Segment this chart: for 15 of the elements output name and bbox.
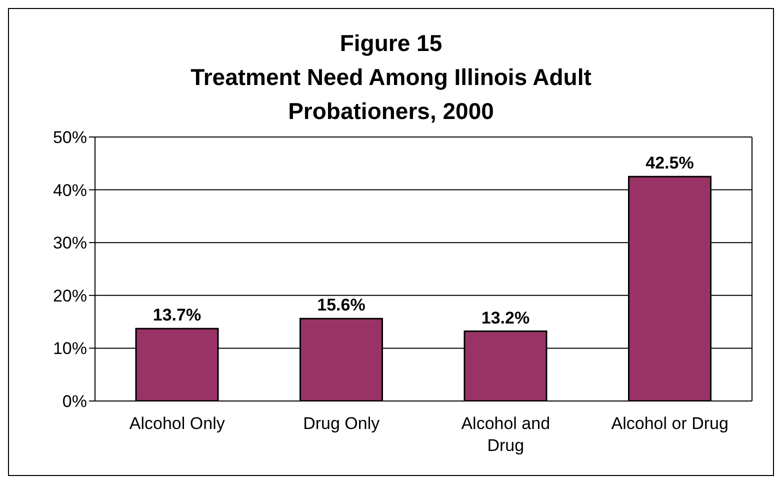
- chart-title: Figure 15 Treatment Need Among Illinois Adult Probationers, 2000: [190, 29, 592, 126]
- y-tick-label: 0%: [62, 392, 87, 412]
- x-tick-label: Drug Only: [303, 414, 380, 433]
- x-tick-label: Alcohol and Drug: [461, 414, 550, 455]
- y-tick-label: 50%: [52, 128, 87, 148]
- y-tick-label: 40%: [52, 180, 87, 200]
- data-label: 42.5%: [646, 154, 694, 173]
- y-tick-label: 20%: [52, 286, 87, 306]
- data-label: 15.6%: [317, 296, 366, 315]
- data-label: 13.7%: [152, 306, 202, 325]
- y-tick-label: 30%: [52, 234, 87, 253]
- x-tick-label: Alcohol or Drug: [611, 414, 728, 433]
- x-tick-label: Alcohol Only: [129, 414, 226, 433]
- data-label: 13.2%: [481, 308, 530, 328]
- y-tick-label: 10%: [52, 339, 87, 358]
